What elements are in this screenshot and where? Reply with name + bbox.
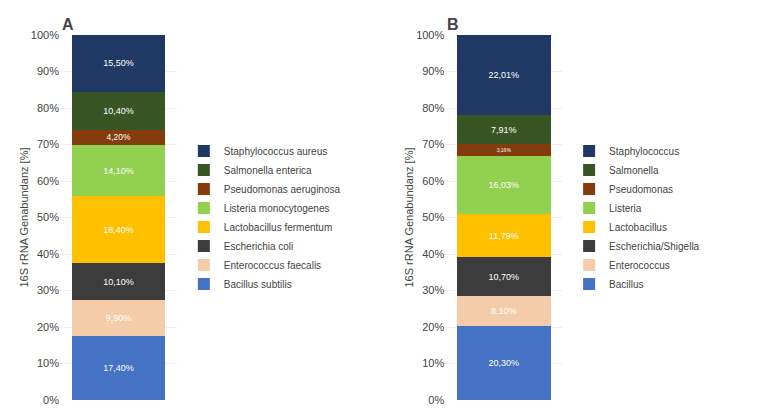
svg-text:20%: 20%	[37, 321, 59, 333]
svg-text:0%: 0%	[43, 394, 59, 406]
svg-text:9,90%: 9,90%	[106, 313, 132, 323]
svg-text:10%: 10%	[37, 357, 59, 369]
svg-text:Listeria monocytogenes: Listeria monocytogenes	[224, 203, 330, 214]
svg-text:16,03%: 16,03%	[488, 180, 519, 190]
svg-text:18,40%: 18,40%	[103, 225, 134, 235]
svg-text:70%: 70%	[37, 138, 59, 150]
svg-text:3,16%: 3,16%	[497, 148, 512, 153]
svg-text:50%: 50%	[37, 211, 59, 223]
svg-text:90%: 90%	[422, 65, 444, 77]
svg-text:10%: 10%	[422, 357, 444, 369]
svg-text:60%: 60%	[37, 175, 59, 187]
svg-text:Salmonella: Salmonella	[609, 165, 659, 176]
svg-text:Enterococcus faecalis: Enterococcus faecalis	[224, 260, 321, 271]
svg-text:8,10%: 8,10%	[491, 306, 517, 316]
svg-text:70%: 70%	[422, 138, 444, 150]
svg-text:Lactobacillus: Lactobacillus	[609, 222, 667, 233]
svg-text:10,10%: 10,10%	[103, 277, 134, 287]
svg-text:7,91%: 7,91%	[491, 125, 517, 135]
svg-text:Lactobacillus fermentum: Lactobacillus fermentum	[224, 222, 332, 233]
svg-text:Staphylococcus: Staphylococcus	[609, 146, 679, 157]
svg-text:4,20%: 4,20%	[107, 132, 131, 142]
svg-text:50%: 50%	[422, 211, 444, 223]
svg-text:11,79%: 11,79%	[489, 231, 519, 241]
svg-text:Listeria: Listeria	[609, 203, 642, 214]
svg-text:20%: 20%	[422, 321, 444, 333]
svg-text:15,50%: 15,50%	[103, 58, 134, 68]
svg-text:30%: 30%	[422, 284, 444, 296]
svg-text:Bacillus subtilis: Bacillus subtilis	[224, 279, 292, 290]
svg-text:80%: 80%	[37, 102, 59, 114]
svg-text:20,30%: 20,30%	[488, 358, 519, 368]
svg-text:14,10%: 14,10%	[103, 166, 134, 176]
svg-text:Pseudomonas aeruginosa: Pseudomonas aeruginosa	[224, 184, 341, 195]
svg-text:80%: 80%	[422, 102, 444, 114]
svg-text:Pseudomonas: Pseudomonas	[609, 184, 673, 195]
svg-text:22,01%: 22,01%	[488, 70, 519, 80]
svg-text:40%: 40%	[422, 248, 444, 260]
svg-text:Salmonella enterica: Salmonella enterica	[224, 165, 312, 176]
svg-text:A: A	[62, 16, 74, 33]
svg-text:Bacillus: Bacillus	[609, 279, 643, 290]
svg-text:17,40%: 17,40%	[103, 363, 134, 373]
svg-text:16S rRNA Genabundanz [%]: 16S rRNA Genabundanz [%]	[403, 147, 415, 287]
svg-text:40%: 40%	[37, 248, 59, 260]
svg-text:Staphylococcus aureus: Staphylococcus aureus	[224, 146, 327, 157]
svg-text:30%: 30%	[37, 284, 59, 296]
svg-text:Enterococcus: Enterococcus	[609, 260, 670, 271]
svg-text:16S rRNA Genabundanz [%]: 16S rRNA Genabundanz [%]	[18, 147, 30, 287]
svg-text:0%: 0%	[428, 394, 444, 406]
svg-text:Escherichia coli: Escherichia coli	[224, 241, 293, 252]
svg-text:10,40%: 10,40%	[103, 106, 134, 116]
svg-text:100%: 100%	[31, 29, 59, 41]
svg-text:90%: 90%	[37, 65, 59, 77]
svg-text:Escherichia/Shigella: Escherichia/Shigella	[609, 241, 699, 252]
svg-text:B: B	[447, 16, 459, 33]
svg-text:10,70%: 10,70%	[488, 272, 519, 282]
svg-text:60%: 60%	[422, 175, 444, 187]
svg-text:100%: 100%	[416, 29, 444, 41]
